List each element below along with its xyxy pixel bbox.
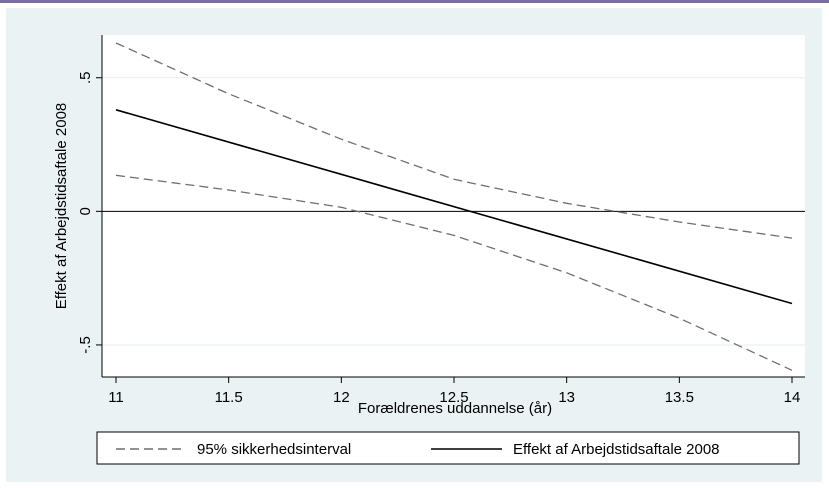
- ticks: 11 11.5 12 12.5 13 13.5 14 -.5 0 .5: [77, 71, 800, 406]
- legend-label-ci: 95% sikkerhedsinterval: [197, 441, 351, 458]
- series-layer: [115, 42, 793, 371]
- legend-box: [96, 431, 800, 465]
- top-accent-bar: [0, 0, 829, 3]
- x-tick-label-1: 11.5: [215, 389, 243, 406]
- x-tick-label-0: 11: [108, 389, 124, 406]
- y-axis-title: Effekt af Arbejdstidsaftale 2008: [53, 103, 70, 310]
- x-tick-label-4: 13: [558, 389, 575, 406]
- legend-label-effect: Effekt af Arbejdstidsaftale 2008: [513, 441, 720, 458]
- x-tick-label-2: 12: [333, 389, 350, 406]
- y-tick-label-0: -.5: [77, 336, 94, 354]
- series-line-lower: [115, 174, 793, 371]
- x-tick-label-5: 13.5: [665, 389, 694, 406]
- x-axis-title: Forældrenes uddannelse (år): [358, 400, 552, 417]
- gridlines: [102, 77, 805, 346]
- legend: 95% sikkerhedsinterval Effekt af Arbejds…: [96, 431, 800, 465]
- x-tick-label-6: 14: [784, 389, 801, 406]
- y-tick-label-2: .5: [77, 71, 94, 84]
- series-line-upper: [115, 42, 793, 239]
- series-line-estimate: [115, 109, 793, 305]
- x-tick-label-3: 12.5: [439, 389, 468, 406]
- y-tick-label-1: 0: [77, 207, 94, 215]
